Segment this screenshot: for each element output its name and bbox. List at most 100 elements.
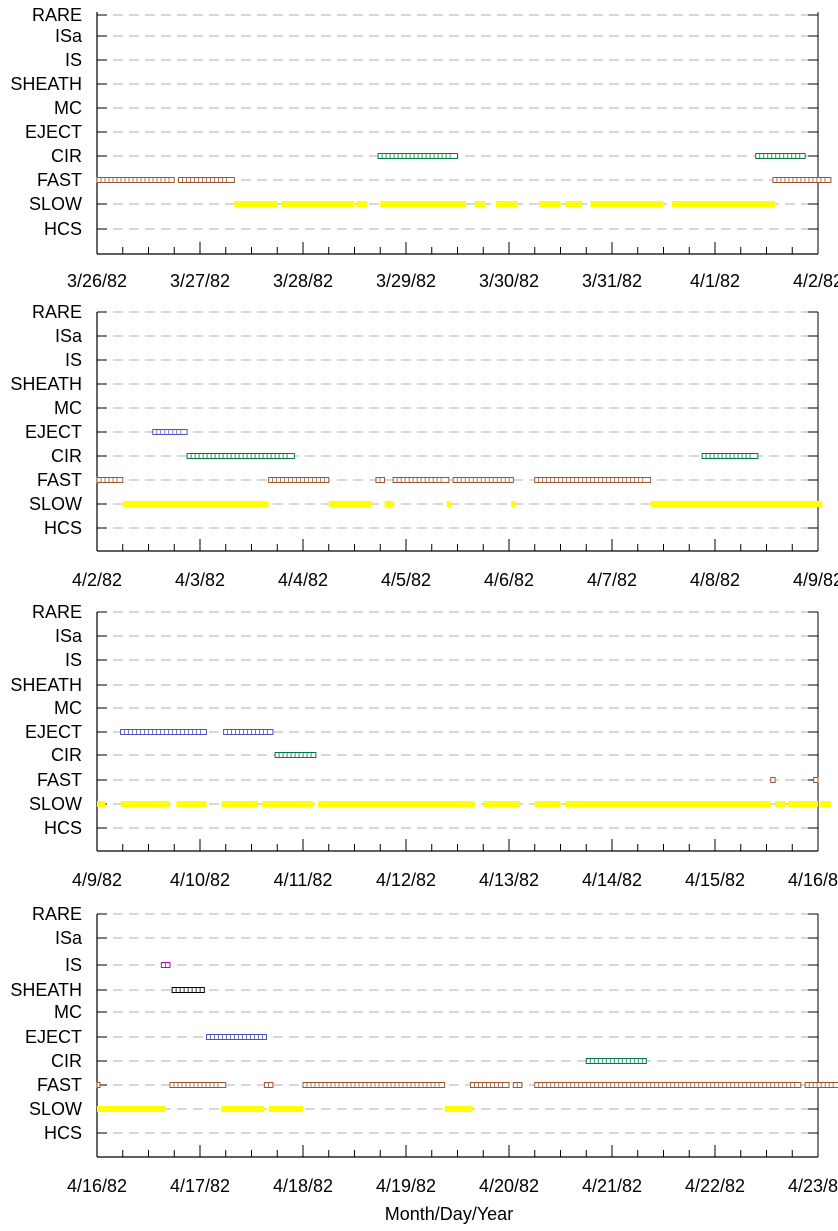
x-tick-label: 3/28/82 <box>273 271 333 291</box>
x-tick-label: 3/29/82 <box>376 271 436 291</box>
y-tick-label: MC <box>54 1002 82 1022</box>
fast-interval <box>534 477 652 483</box>
y-tick-label: HCS <box>44 219 82 239</box>
y-tick-label: RARE <box>32 5 82 25</box>
x-tick-label: 4/2/82 <box>72 570 122 590</box>
y-tick-label: SHEATH <box>10 74 82 94</box>
x-tick-label: 3/26/82 <box>67 271 127 291</box>
slow-interval <box>444 1106 473 1112</box>
fast-interval <box>772 177 832 183</box>
fast-interval <box>534 1082 802 1088</box>
y-tick-label: CIR <box>51 745 82 765</box>
y-tick-label: CIR <box>51 1051 82 1071</box>
slow-interval <box>268 1106 303 1112</box>
y-tick-label: RARE <box>32 602 82 622</box>
x-tick-label: 3/27/82 <box>170 271 230 291</box>
slow-interval <box>97 801 106 807</box>
x-tick-label: 4/5/82 <box>381 570 431 590</box>
x-tick-label: 4/6/82 <box>484 570 534 590</box>
cir-interval <box>186 453 295 459</box>
slow-interval <box>650 501 823 507</box>
x-tick-label: 4/18/82 <box>273 1176 333 1196</box>
cir-interval <box>755 153 806 159</box>
x-tick-label: 4/21/82 <box>582 1176 642 1196</box>
x-tick-label: 4/1/82 <box>690 271 740 291</box>
y-tick-label: FAST <box>37 770 82 790</box>
y-tick-label: ISa <box>55 326 83 346</box>
eject-interval <box>120 729 207 735</box>
y-tick-label: FAST <box>37 1075 82 1095</box>
y-tick-label: SLOW <box>29 194 82 214</box>
slow-interval <box>775 801 786 807</box>
y-tick-label: ISa <box>55 626 83 646</box>
y-tick-label: IS <box>65 650 82 670</box>
slow-interval <box>97 1106 166 1112</box>
y-tick-label: RARE <box>32 302 82 322</box>
y-tick-label: HCS <box>44 1123 82 1143</box>
slow-interval <box>672 201 776 207</box>
panel-3: RARE ISa IS SHEATH MC EJECT CIR FAST SLOW HCS 4/9/… <box>10 602 838 890</box>
x-tick-label: 4/22/82 <box>685 1176 745 1196</box>
y-tick-label: CIR <box>51 146 82 166</box>
y-tick-label: SLOW <box>29 794 82 814</box>
y-tick-label: IS <box>65 350 82 370</box>
panel-2: RARE ISa IS SHEATH MC EJECT CIR FAST SLOW HCS 4/2/… <box>10 302 838 590</box>
x-tick-label: 4/2/82 <box>793 271 838 291</box>
y-tick-label: SLOW <box>29 1099 82 1119</box>
x-tick-label: 4/13/82 <box>479 870 539 890</box>
x-tick-label: 4/23/82 <box>788 1176 838 1196</box>
slow-interval <box>539 201 561 207</box>
slow-interval <box>474 201 486 207</box>
x-tick-label: 4/17/82 <box>170 1176 230 1196</box>
slow-interval <box>318 801 475 807</box>
slow-interval <box>820 801 831 807</box>
slow-interval <box>328 501 372 507</box>
x-tick-label: 4/16/82 <box>788 870 838 890</box>
slow-interval <box>380 201 467 207</box>
y-tick-label: ISa <box>55 26 83 46</box>
y-tick-label: EJECT <box>25 722 82 742</box>
fast-interval <box>469 1082 510 1088</box>
fast-interval <box>452 477 514 483</box>
y-tick-label: MC <box>54 698 82 718</box>
x-tick-label: 4/11/82 <box>274 870 333 890</box>
slow-interval <box>221 1106 265 1112</box>
x-tick-label: 4/4/82 <box>278 570 328 590</box>
y-tick-label: SHEATH <box>10 675 82 695</box>
y-tick-label: EJECT <box>25 122 82 142</box>
slow-interval <box>120 801 170 807</box>
x-tick-label: 4/15/82 <box>685 870 745 890</box>
slow-interval <box>281 201 355 207</box>
x-tick-label: 3/30/82 <box>479 271 539 291</box>
x-tick-label: 4/12/82 <box>376 870 436 890</box>
slow-interval <box>787 801 818 807</box>
fast-interval <box>96 1082 101 1088</box>
x-tick-label: 4/14/82 <box>582 870 642 890</box>
slow-interval <box>221 801 258 807</box>
y-tick-label: ISa <box>55 928 83 948</box>
x-axis-label: Month/Day/Year <box>385 1204 513 1224</box>
x-tick-label: 4/20/82 <box>479 1176 539 1196</box>
fast-interval <box>770 777 776 783</box>
x-tick-label: 4/10/82 <box>170 870 230 890</box>
y-tick-label: CIR <box>51 446 82 466</box>
y-tick-label: SHEATH <box>10 980 82 1000</box>
fast-interval <box>302 1082 446 1088</box>
y-tick-label: HCS <box>44 518 82 538</box>
slow-interval <box>384 501 394 507</box>
cir-interval <box>585 1058 647 1064</box>
slow-interval <box>564 201 582 207</box>
slow-interval <box>534 801 561 807</box>
y-tick-label: IS <box>65 50 82 70</box>
y-tick-label: SHEATH <box>10 374 82 394</box>
slow-interval <box>564 801 771 807</box>
x-tick-label: 4/19/82 <box>376 1176 436 1196</box>
x-tick-label: 4/8/82 <box>690 570 740 590</box>
slow-interval <box>262 801 314 807</box>
fast-interval <box>813 777 819 783</box>
y-tick-label: FAST <box>37 170 82 190</box>
x-tick-label: 4/3/82 <box>175 570 225 590</box>
